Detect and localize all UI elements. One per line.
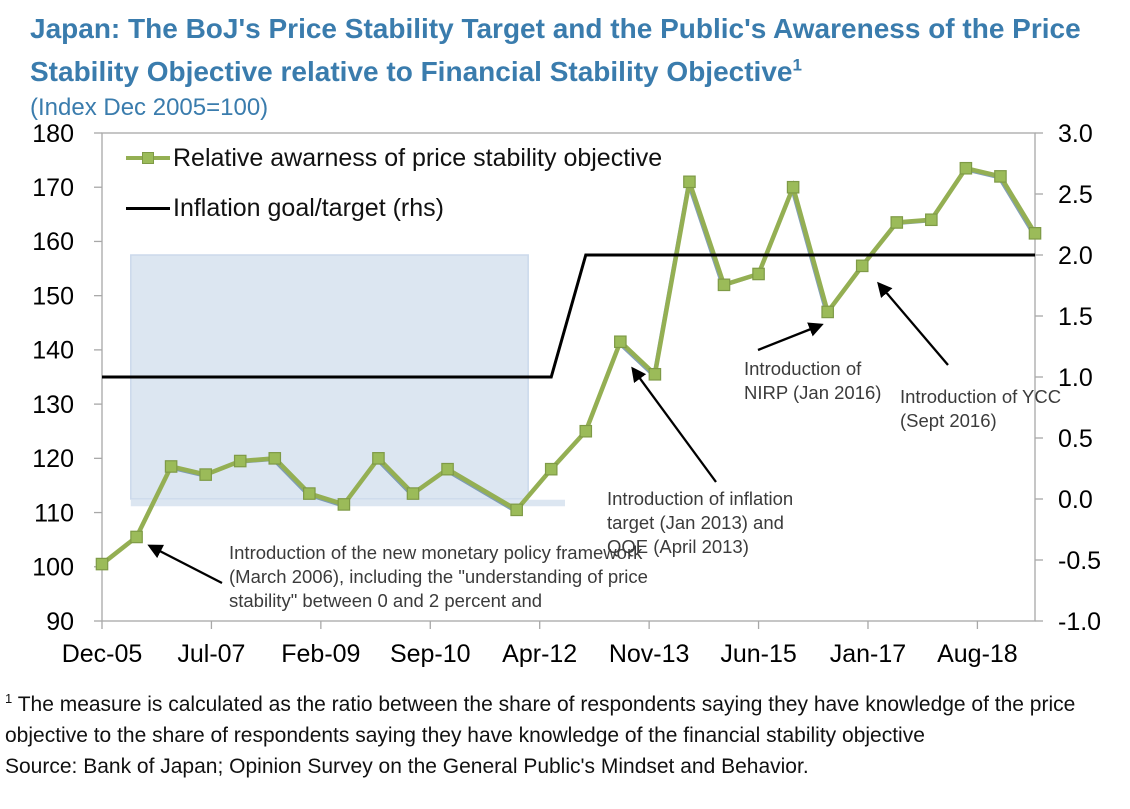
black-line-icon bbox=[126, 207, 170, 210]
source-line: Source: Bank of Japan; Opinion Survey on… bbox=[5, 755, 809, 779]
legend-item-target: Inflation goal/target (rhs) bbox=[126, 193, 662, 223]
awareness-data-point bbox=[199, 468, 212, 481]
y-left-tick-label: 110 bbox=[34, 499, 74, 527]
awareness-data-point bbox=[683, 175, 696, 189]
y-right-tick-label: -0.5 bbox=[1058, 547, 1101, 575]
y-left-tick-label: 170 bbox=[32, 174, 74, 202]
y-right-tick-label: 1.5 bbox=[1058, 303, 1093, 331]
legend-label-awareness: Relative awarness of price stability obj… bbox=[173, 143, 663, 172]
awareness-data-point bbox=[164, 460, 178, 473]
y-left-tick-label: 90 bbox=[46, 608, 74, 636]
x-axis-tick-label: Jun-15 bbox=[720, 640, 796, 668]
x-axis-tick-label: Sep-10 bbox=[390, 640, 471, 668]
awareness-data-point bbox=[579, 424, 593, 438]
y-right-tick-label: 2.0 bbox=[1058, 242, 1093, 270]
y-left-tick-label: 130 bbox=[32, 391, 74, 419]
x-axis-tick-label: Feb-09 bbox=[281, 640, 360, 668]
annotation-nirp: Introduction of NIRP (Jan 2016) bbox=[744, 358, 882, 404]
x-axis-tick-label: Apr-12 bbox=[502, 640, 577, 668]
awareness-data-point bbox=[130, 530, 143, 544]
awareness-data-point bbox=[268, 452, 282, 465]
y-left-tick-label: 120 bbox=[32, 445, 74, 473]
awareness-data-point bbox=[441, 462, 454, 476]
y-left-tick-label: 150 bbox=[32, 282, 74, 310]
annotation-arrow-nirp bbox=[757, 322, 824, 352]
footnote-text: The measure is calculated as the ratio b… bbox=[5, 693, 1076, 748]
awareness-data-point bbox=[544, 462, 558, 476]
annotation-arrow-inflation-target bbox=[631, 366, 717, 483]
page-title: Japan: The BoJ's Price Stability Target … bbox=[30, 8, 1108, 93]
awareness-data-point bbox=[855, 259, 869, 273]
awareness-data-point bbox=[786, 180, 800, 194]
awareness-data-point bbox=[303, 487, 316, 500]
awareness-data-point bbox=[752, 267, 765, 281]
awareness-data-point bbox=[925, 213, 938, 227]
awareness-data-point bbox=[717, 278, 731, 292]
annotation-ycc: Introduction of YCC (Sept 2016) bbox=[900, 386, 1062, 432]
awareness-data-point bbox=[372, 452, 385, 465]
square-marker-icon bbox=[142, 152, 154, 164]
target-series-swatch-icon bbox=[126, 201, 170, 215]
y-left-tick-label: 140 bbox=[32, 337, 74, 365]
awareness-data-point bbox=[95, 557, 109, 571]
y-right-tick-label: -1.0 bbox=[1058, 608, 1101, 636]
footnote-marker: 1 bbox=[5, 691, 13, 706]
x-axis-tick-label: Aug-18 bbox=[937, 640, 1018, 668]
legend-label-target: Inflation goal/target (rhs) bbox=[173, 193, 444, 222]
annotation-arrow-framework bbox=[147, 544, 223, 585]
awareness-data-point bbox=[821, 305, 834, 319]
x-axis-tick-label: Jul-07 bbox=[177, 640, 245, 668]
chart-subtitle: (Index Dec 2005=100) bbox=[30, 94, 269, 121]
annotation-framework-2006: Introduction of the new monetary policy … bbox=[229, 542, 648, 612]
chart-legend: Relative awarness of price stability obj… bbox=[126, 143, 662, 243]
awareness-data-point bbox=[510, 503, 523, 517]
target-series-line bbox=[102, 253, 1035, 379]
footnote: 1 The measure is calculated as the ratio… bbox=[5, 689, 1117, 782]
y-left-tick-label: 180 bbox=[32, 120, 74, 148]
footnote-note: 1 The measure is calculated as the ratio… bbox=[5, 689, 1117, 751]
title-text: Japan: The BoJ's Price Stability Target … bbox=[30, 13, 1081, 87]
annotation-arrow-ycc bbox=[877, 281, 949, 366]
awareness-data-point bbox=[406, 487, 420, 500]
y-right-tick-label: 2.5 bbox=[1058, 181, 1093, 209]
y-right-tick-label: 0.5 bbox=[1058, 425, 1093, 453]
x-axis-tick-label: Nov-13 bbox=[609, 640, 690, 668]
y-left-tick-label: 160 bbox=[32, 228, 74, 256]
x-axis-tick-label: Dec-05 bbox=[62, 640, 143, 668]
y-right-tick-label: 1.0 bbox=[1058, 364, 1093, 392]
legend-item-awareness: Relative awarness of price stability obj… bbox=[126, 143, 662, 173]
y-right-tick-label: 0.0 bbox=[1058, 486, 1093, 514]
awareness-data-point bbox=[890, 216, 904, 229]
x-axis-tick-label: Jan-17 bbox=[830, 640, 906, 668]
awareness-data-point bbox=[648, 367, 662, 381]
awareness-data-point bbox=[337, 498, 351, 511]
y-left-tick-label: 100 bbox=[32, 554, 74, 582]
awareness-data-point bbox=[959, 161, 973, 175]
awareness-data-point bbox=[614, 335, 627, 349]
annotation-inflation-target-qqe: Introduction of inflation target (Jan 20… bbox=[607, 488, 794, 558]
awareness-data-point bbox=[994, 170, 1007, 183]
title-footnote-marker: 1 bbox=[792, 55, 802, 75]
awareness-data-point bbox=[233, 454, 247, 468]
awareness-series-swatch-icon bbox=[126, 151, 170, 165]
awareness-data-point bbox=[1028, 227, 1042, 240]
y-right-tick-label: 3.0 bbox=[1058, 120, 1093, 148]
